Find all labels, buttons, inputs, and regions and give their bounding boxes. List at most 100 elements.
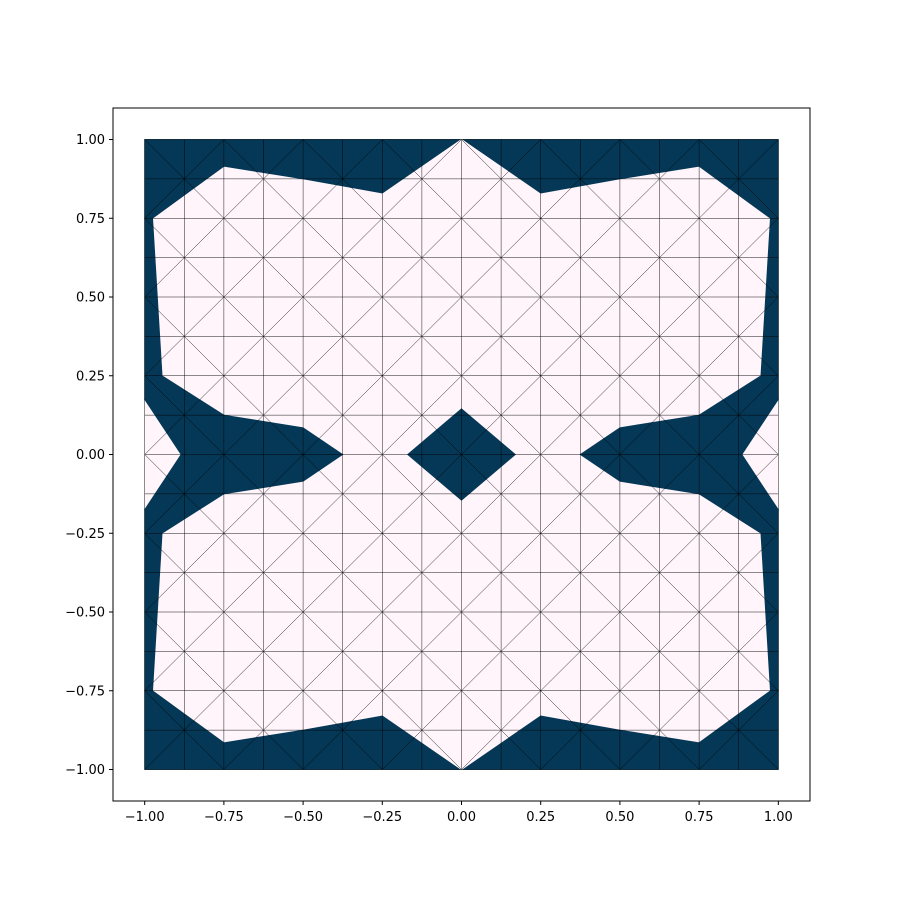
mesh-edge-diagonal: [619, 493, 660, 534]
mesh-edge-diagonal: [223, 690, 264, 731]
mesh-edge-diagonal: [540, 533, 581, 573]
mesh-edge-diagonal: [461, 414, 502, 455]
mesh-edge-diagonal: [698, 533, 739, 573]
mesh-edge-diagonal: [144, 414, 185, 455]
mesh-edge-diagonal: [184, 572, 225, 613]
mesh-edge-diagonal: [342, 533, 383, 573]
x-tick-label: 1.00: [764, 810, 793, 825]
mesh-edge-diagonal: [342, 139, 383, 180]
triangulation-mesh: [144, 139, 779, 770]
mesh-edge-diagonal: [184, 729, 225, 770]
mesh-edge-diagonal: [421, 533, 462, 573]
mesh-edge-diagonal: [302, 336, 343, 376]
mesh-edge-diagonal: [184, 651, 225, 691]
mesh-edge-diagonal: [540, 336, 581, 376]
mesh-edge-diagonal: [382, 218, 423, 258]
mesh-edge-diagonal: [619, 690, 660, 731]
mesh-edge-diagonal: [263, 375, 304, 416]
mesh-edge-diagonal: [738, 414, 779, 455]
mesh-edge-diagonal: [580, 218, 621, 258]
mesh-edge-diagonal: [461, 651, 502, 691]
mesh-edge-diagonal: [302, 651, 343, 691]
mesh-edge-diagonal: [500, 729, 541, 770]
mesh-edge-diagonal: [144, 533, 185, 573]
mesh-edge-diagonal: [144, 139, 185, 180]
mesh-edge-diagonal: [144, 611, 185, 652]
mesh-edge-diagonal: [382, 690, 423, 731]
mesh-edge-diagonal: [461, 336, 502, 376]
mesh-edge-diagonal: [421, 218, 462, 258]
mesh-edge-diagonal: [144, 296, 185, 337]
mesh-edge-diagonal: [540, 257, 581, 298]
mesh-edge-diagonal: [184, 493, 225, 534]
mesh-edge-diagonal: [184, 178, 225, 219]
mesh-edge-diagonal: [698, 729, 739, 770]
mesh-edge-diagonal: [184, 296, 225, 337]
mesh-edge-diagonal: [500, 611, 541, 652]
mesh-edge-diagonal: [461, 493, 502, 534]
mesh-edge-diagonal: [263, 178, 304, 219]
mesh-edge-diagonal: [223, 414, 264, 455]
y-tick-label: 0.50: [76, 291, 105, 306]
mesh-edge-diagonal: [461, 375, 502, 416]
mesh-edge-diagonal: [500, 533, 541, 573]
mesh-edge-diagonal: [382, 375, 423, 416]
mesh-edge-diagonal: [659, 257, 700, 298]
mesh-edge-diagonal: [540, 651, 581, 691]
mesh-edge-diagonal: [540, 454, 581, 495]
y-tick-label: −0.25: [65, 527, 105, 542]
mesh-edge-diagonal: [144, 690, 185, 731]
mesh-edge-diagonal: [540, 611, 581, 652]
mesh-edge-diagonal: [540, 414, 581, 455]
mesh-edge-diagonal: [421, 729, 462, 770]
mesh-edge-diagonal: [580, 336, 621, 376]
mesh-edge-diagonal: [302, 729, 343, 770]
mesh-edge-diagonal: [580, 611, 621, 652]
mesh-edge-diagonal: [738, 572, 779, 613]
mesh-edge-diagonal: [223, 336, 264, 376]
mesh-edge-diagonal: [580, 296, 621, 337]
mesh-edge-diagonal: [500, 375, 541, 416]
x-tick-label: 0.25: [526, 810, 555, 825]
mesh-edge-diagonal: [342, 218, 383, 258]
mesh-edge-diagonal: [738, 611, 779, 652]
mesh-edge-diagonal: [302, 572, 343, 613]
mesh-edge-diagonal: [540, 296, 581, 337]
mesh-edge-diagonal: [184, 414, 225, 455]
mesh-edge-diagonal: [342, 296, 383, 337]
mesh-edge-diagonal: [302, 690, 343, 731]
mesh-edge-diagonal: [500, 178, 541, 219]
x-tick-label: 0.75: [685, 810, 714, 825]
mesh-edge-diagonal: [382, 493, 423, 534]
mesh-edge-diagonal: [580, 493, 621, 534]
mesh-edge-diagonal: [500, 414, 541, 455]
x-tick-label: −0.75: [204, 810, 244, 825]
mesh-edge-diagonal: [738, 218, 779, 258]
x-tick-label: 0.50: [605, 810, 634, 825]
mesh-edge-diagonal: [302, 533, 343, 573]
mesh-edge-diagonal: [619, 296, 660, 337]
mesh-edge-diagonal: [580, 257, 621, 298]
mesh-edge-diagonal: [698, 651, 739, 691]
mesh-edge-diagonal: [698, 257, 739, 298]
mesh-edge-diagonal: [738, 178, 779, 219]
mesh-edge-diagonal: [461, 296, 502, 337]
mesh-edge-diagonal: [342, 375, 383, 416]
mesh-edge-diagonal: [342, 729, 383, 770]
mesh-edge-diagonal: [263, 572, 304, 613]
mesh-edge-diagonal: [659, 218, 700, 258]
mesh-edge-diagonal: [302, 296, 343, 337]
mesh-edge-diagonal: [659, 414, 700, 455]
mesh-edge-diagonal: [659, 729, 700, 770]
mesh-edge-diagonal: [461, 139, 502, 180]
mesh-edge-diagonal: [302, 257, 343, 298]
mesh-edge-diagonal: [698, 690, 739, 731]
mesh-edge-diagonal: [223, 257, 264, 298]
mesh-edge-diagonal: [184, 375, 225, 416]
mesh-edge-diagonal: [223, 611, 264, 652]
mesh-edge-diagonal: [382, 611, 423, 652]
mesh-edge-diagonal: [342, 454, 383, 495]
mesh-edge-diagonal: [263, 690, 304, 731]
y-tick-label: −0.50: [65, 606, 105, 621]
mesh-edge-diagonal: [144, 572, 185, 613]
